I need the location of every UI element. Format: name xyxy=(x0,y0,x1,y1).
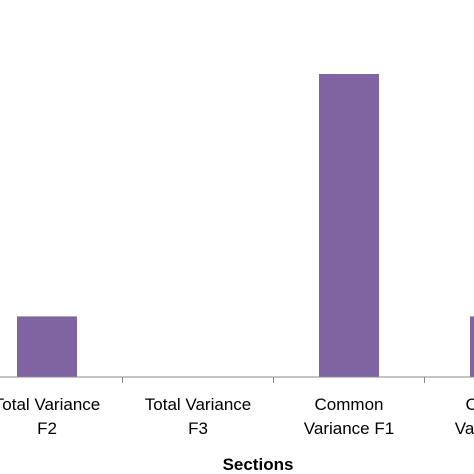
x-tick-label-line: Common xyxy=(466,395,474,414)
bars-group xyxy=(17,74,474,377)
x-axis-ticks xyxy=(122,377,425,383)
x-tick-label-line: Variance F1 xyxy=(304,419,394,438)
bar-4 xyxy=(470,316,474,377)
x-axis-title: Sections xyxy=(223,455,294,474)
x-tick-label-1: Total Variance F2 xyxy=(0,395,100,438)
x-axis-tick-labels: Total Variance F2 Total Variance F3 Common Va… xyxy=(0,395,474,438)
x-tick-label-line: Total Variance xyxy=(0,395,100,414)
x-tick-label-line: Variance F2 xyxy=(455,419,474,438)
x-tick-label-2: Total Variance F3 xyxy=(145,395,251,438)
bar-1 xyxy=(17,316,77,377)
x-tick-label-line: Total Variance xyxy=(145,395,251,414)
x-tick-label-line: Common xyxy=(315,395,384,414)
x-tick-label-4: Common Variance F2 xyxy=(455,395,474,438)
x-tick-label-line: F3 xyxy=(188,419,208,438)
bar-3 xyxy=(319,74,379,377)
x-tick-label-line: F2 xyxy=(37,419,57,438)
x-tick-label-3: Common Variance F1 xyxy=(304,395,394,438)
